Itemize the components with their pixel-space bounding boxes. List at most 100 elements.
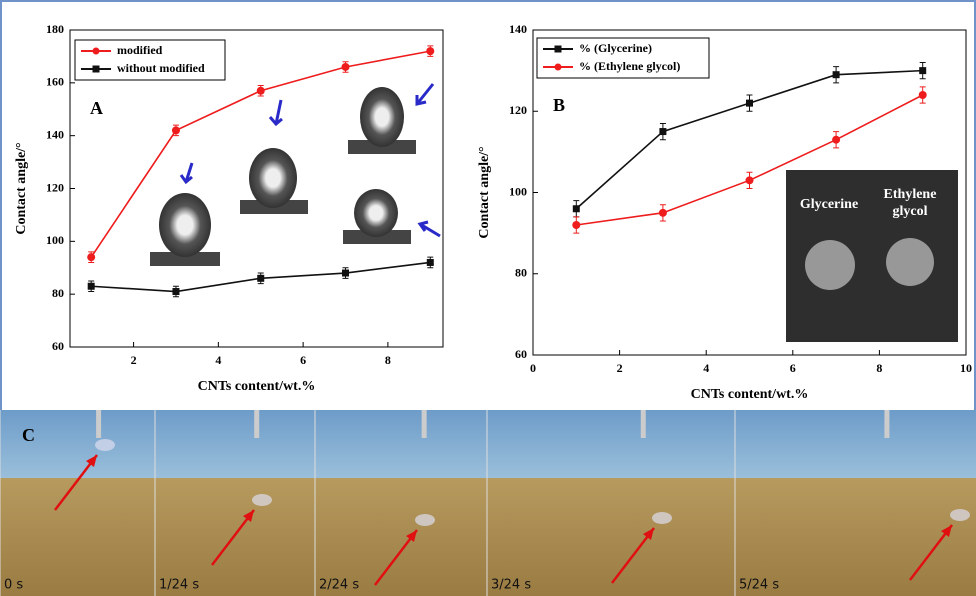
marker (572, 221, 581, 229)
y-tick-label: 120 (46, 180, 64, 194)
marker (426, 47, 435, 56)
y-tick-label: 100 (509, 184, 527, 198)
x-tick-label: 8 (385, 353, 391, 367)
droplet (950, 509, 970, 521)
photo-sky (735, 410, 976, 480)
marker (659, 128, 667, 136)
needle (254, 410, 260, 438)
frame-label: 5/24 s (739, 578, 779, 593)
droplet (95, 439, 115, 451)
y-tick-label: 80 (52, 286, 64, 300)
marker (746, 99, 753, 107)
frame-label: 0 s (4, 578, 23, 593)
marker (426, 258, 434, 266)
marker (87, 253, 96, 262)
y-tick-label: 180 (46, 22, 64, 36)
y-tick-label: 60 (515, 347, 527, 361)
needle (640, 410, 646, 438)
y-tick-label: 100 (46, 233, 64, 247)
legend-label: % (Ethylene glycol) (579, 59, 680, 73)
arrow (374, 529, 418, 586)
inset-label: Glycerine (799, 197, 859, 212)
photo-sky (0, 410, 155, 480)
arrow-head (643, 528, 654, 540)
marker (832, 135, 841, 144)
needle (884, 410, 890, 438)
marker (257, 274, 265, 282)
y-tick-label: 80 (515, 266, 527, 280)
y-axis-label: Contact angle/° (14, 142, 29, 234)
photo-sand (155, 478, 315, 596)
x-axis-label: CNTs content/wt.% (198, 379, 316, 394)
x-tick-label: 6 (790, 361, 796, 375)
marker (171, 126, 180, 135)
marker (658, 208, 667, 217)
legend-box (536, 37, 710, 79)
x-tick-label: 4 (215, 353, 221, 367)
marker (832, 71, 840, 79)
arrow-head (406, 530, 417, 542)
marker (918, 91, 927, 99)
frame-label: 1/24 s (159, 578, 199, 593)
photo-sand (487, 478, 735, 596)
x-tick-label: 4 (703, 361, 709, 375)
arrow-head (941, 525, 952, 537)
droplet (415, 514, 435, 526)
photo-sky (155, 410, 315, 480)
arrow (611, 527, 655, 584)
photo-sand (0, 478, 155, 596)
frame-label: 2/24 s (319, 578, 359, 593)
arrow (909, 524, 953, 581)
inset-label-text: Ethylene glycol (883, 187, 937, 219)
marker (572, 205, 580, 213)
arrow (211, 509, 255, 566)
legend-marker (92, 47, 100, 55)
legend-marker (554, 45, 562, 53)
x-tick-label: 2 (131, 353, 137, 367)
x-tick-label: 2 (617, 361, 623, 375)
legend-marker (92, 65, 100, 73)
legend-label: % (Glycerine) (579, 41, 652, 55)
marker (745, 176, 754, 185)
photo-sand (735, 478, 976, 596)
legend-marker (554, 63, 562, 71)
x-tick-label: 10 (960, 361, 972, 375)
frame-label: 3/24 s (491, 578, 531, 593)
inset-label: Ethylene glycol (883, 187, 937, 219)
photo-sky (487, 410, 735, 480)
marker (172, 288, 180, 296)
y-tick-label: 120 (509, 103, 527, 117)
drop-images (150, 83, 958, 342)
droplet (252, 494, 272, 506)
photo-sand (315, 478, 487, 596)
x-tick-label: 6 (300, 353, 306, 367)
panel-label: C (22, 425, 35, 445)
photo-sky (315, 410, 487, 480)
y-tick-label: 140 (46, 127, 64, 141)
arrow (54, 454, 98, 511)
x-axis-label: CNTs content/wt.% (691, 387, 809, 402)
legend-box (74, 39, 226, 81)
panel-label: B (553, 95, 565, 115)
y-axis-label: Contact angle/° (477, 146, 492, 238)
needle (421, 410, 427, 438)
marker (87, 282, 95, 290)
marker (256, 86, 265, 95)
x-tick-label: 0 (530, 361, 536, 375)
marker (919, 67, 927, 75)
y-tick-label: 160 (46, 75, 64, 89)
inset-label-text: Glycerine (799, 197, 859, 212)
y-tick-label: 60 (52, 339, 64, 353)
legend-label: modified (117, 43, 163, 57)
photo-strip: 0 s 1/24 s 2/24 s 3/24 s 5/24 s C (0, 410, 976, 596)
panel-label: A (90, 98, 103, 118)
marker (341, 62, 350, 71)
needle (96, 410, 102, 438)
marker (342, 269, 350, 277)
arrow-head (243, 510, 254, 522)
arrow-head (86, 455, 97, 467)
droplet (652, 512, 672, 524)
x-tick-label: 8 (876, 361, 882, 375)
